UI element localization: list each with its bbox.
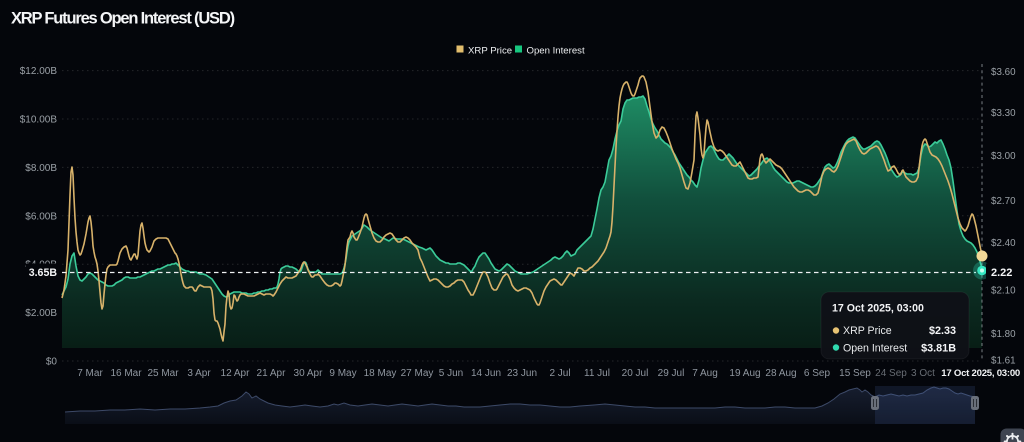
svg-text:$3.60: $3.60 [991, 67, 1016, 78]
svg-text:30 Apr: 30 Apr [294, 368, 324, 379]
svg-text:18 May: 18 May [364, 368, 397, 379]
svg-text:$8.00B: $8.00B [25, 163, 57, 174]
svg-text:XRP Futures Open Interest (USD: XRP Futures Open Interest (USD) [11, 10, 235, 28]
svg-text:3 Oct: 3 Oct [911, 368, 935, 379]
svg-text:28 Aug: 28 Aug [765, 368, 796, 379]
svg-text:11 Jul: 11 Jul [584, 368, 610, 379]
svg-text:2.22: 2.22 [991, 267, 1012, 279]
svg-text:15 Sep: 15 Sep [839, 368, 871, 379]
svg-text:$10.00B: $10.00B [20, 115, 58, 126]
svg-text:5 Jun: 5 Jun [439, 368, 463, 379]
svg-text:25 Mar: 25 Mar [147, 368, 179, 379]
svg-text:$3.00: $3.00 [991, 151, 1016, 162]
svg-text:$6.00B: $6.00B [25, 211, 57, 222]
svg-text:17 Oct 2025, 03:00: 17 Oct 2025, 03:00 [941, 368, 1020, 379]
svg-text:$3.81B: $3.81B [921, 343, 956, 355]
svg-text:14 Jun: 14 Jun [471, 368, 501, 379]
svg-text:XRP Price: XRP Price [468, 46, 512, 57]
svg-text:$0: $0 [46, 357, 58, 368]
svg-text:3.65B: 3.65B [29, 267, 58, 279]
svg-text:$2.70: $2.70 [991, 196, 1016, 207]
svg-text:2 Jul: 2 Jul [549, 368, 570, 379]
svg-text:6 Sep: 6 Sep [804, 368, 831, 379]
svg-text:24 Sep: 24 Sep [875, 368, 907, 379]
svg-text:Open Interest: Open Interest [843, 343, 907, 355]
svg-text:$2.00B: $2.00B [25, 308, 57, 319]
svg-text:$2.10: $2.10 [991, 286, 1016, 297]
svg-text:16 Mar: 16 Mar [110, 368, 142, 379]
svg-text:9 May: 9 May [329, 368, 356, 379]
svg-text:$12.00B: $12.00B [20, 66, 58, 77]
svg-text:$2.33: $2.33 [929, 325, 956, 337]
svg-text:3 Apr: 3 Apr [187, 368, 211, 379]
svg-text:XRP Price: XRP Price [843, 325, 892, 337]
svg-text:$1.61: $1.61 [991, 356, 1016, 367]
svg-text:Open Interest: Open Interest [527, 46, 585, 57]
svg-text:27 May: 27 May [401, 368, 434, 379]
svg-text:21 Apr: 21 Apr [257, 368, 287, 379]
svg-text:7 Aug: 7 Aug [692, 368, 718, 379]
svg-text:7 Mar: 7 Mar [77, 368, 103, 379]
svg-text:$2.40: $2.40 [991, 238, 1016, 249]
svg-text:23 Jun: 23 Jun [507, 368, 537, 379]
svg-text:20 Jul: 20 Jul [622, 368, 649, 379]
svg-text:12 Apr: 12 Apr [221, 368, 251, 379]
svg-text:$1.80: $1.80 [991, 329, 1016, 340]
svg-text:$3.30: $3.30 [991, 108, 1016, 119]
svg-text:17 Oct 2025, 03:00: 17 Oct 2025, 03:00 [832, 303, 924, 315]
svg-text:19 Aug: 19 Aug [729, 368, 760, 379]
svg-text:29 Jul: 29 Jul [658, 368, 685, 379]
